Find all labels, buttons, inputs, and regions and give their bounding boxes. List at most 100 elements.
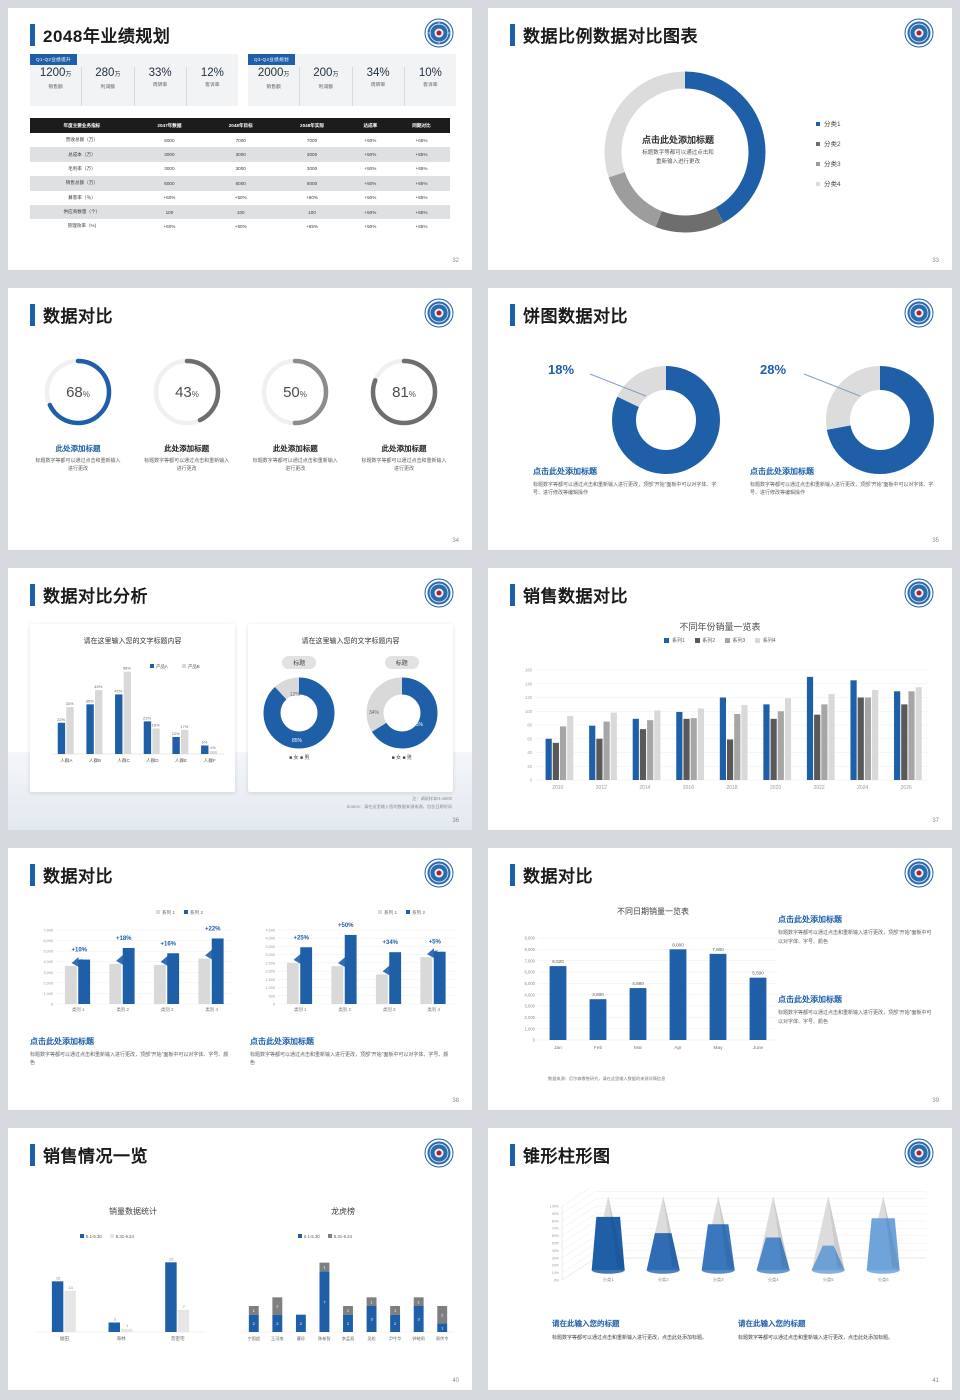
table-row: 营收总额（万） 6000 7000 7000 +50% +65% bbox=[30, 133, 450, 147]
svg-text:500: 500 bbox=[269, 994, 275, 998]
table-cell: 100 bbox=[276, 204, 348, 220]
chart-title: 不同年份销量一览表 bbox=[679, 622, 761, 632]
svg-text:2020: 2020 bbox=[770, 785, 781, 791]
svg-text:钟晓雨: 钟晓雨 bbox=[412, 1335, 425, 1342]
donut-chart-1 bbox=[612, 366, 720, 474]
slide-pie-comparison: 饼图数据对比 18% 点击此处添加标题 标题数字等都可以通过点击和重新输入进行更… bbox=[488, 288, 952, 550]
pie-text-block-1: 点击此处添加标题 标题数字等都可以通过点击和重新输入进行更改，顶部“开始”面板中… bbox=[533, 466, 723, 497]
svg-text:40: 40 bbox=[527, 750, 532, 755]
page-title: 数据比例数据对比图表 bbox=[510, 22, 698, 47]
legend-item: 5.31-6.24 bbox=[327, 1234, 352, 1239]
title-text: 销售情况一览 bbox=[43, 1147, 148, 1166]
page-title: 数据对比 bbox=[510, 862, 593, 887]
gauge-item: 43% 此处添加标题 标题数字等都可以通过点击和重新输入进行更改 bbox=[135, 354, 239, 473]
side-block-1: 点击此处添加标题 标题数字等都可以通过点击和重新输入进行更改，顶部“开始”面板中… bbox=[778, 914, 933, 947]
legend-item-2: 分类3 bbox=[816, 158, 841, 168]
svg-text:6,000: 6,000 bbox=[43, 939, 53, 943]
chart-legend-right: 系列 1 系列 2 bbox=[378, 910, 434, 916]
title-text: 数据对比 bbox=[43, 307, 113, 326]
table-cell: 销售总额（万） bbox=[30, 176, 134, 191]
svg-text:7,000: 7,000 bbox=[525, 958, 536, 963]
svg-text:1,500: 1,500 bbox=[265, 978, 275, 982]
legend-item: 5.1-5.30 bbox=[80, 1234, 102, 1239]
svg-text:20: 20 bbox=[527, 764, 532, 769]
table-cell: +65% bbox=[393, 204, 450, 220]
col-header: 达成率 bbox=[347, 118, 393, 133]
svg-text:2016: 2016 bbox=[683, 785, 694, 791]
svg-text:80%: 80% bbox=[552, 1219, 560, 1223]
title-accent-bar bbox=[510, 23, 515, 46]
donut-label-minor: 12% bbox=[290, 692, 301, 698]
svg-text:4,000: 4,000 bbox=[265, 937, 275, 941]
block-title: 点击此处添加标题 bbox=[250, 1037, 314, 1046]
slide-gauge-comparison: 数据对比 68% 此处添加标题 标题数字等都可以通过点击和重新输入进行更改 43% 此处… bbox=[8, 288, 472, 550]
svg-text:4,000: 4,000 bbox=[43, 960, 53, 964]
table-cell: 供应商数量（个） bbox=[30, 204, 134, 220]
company-emblem-icon bbox=[904, 18, 934, 48]
title-accent-bar bbox=[30, 583, 35, 606]
svg-text:17%: 17% bbox=[180, 724, 188, 729]
svg-text:Feb: Feb bbox=[594, 1045, 603, 1051]
kpi-group-q1q2: Q1-Q2业绩提升 1200万 销售额 280万 利润额 33% 周转率 12%… bbox=[30, 54, 238, 106]
page-number: 39 bbox=[932, 1098, 939, 1104]
svg-text:1: 1 bbox=[253, 1308, 256, 1313]
note-source: Source：请在这里输入您的数据来源来源，包含日期时间 bbox=[346, 804, 452, 809]
donut-center-title: 点击此处添加标题 bbox=[641, 135, 714, 145]
svg-text:1: 1 bbox=[394, 1308, 397, 1313]
legend-item-3: 分类4 bbox=[816, 178, 841, 188]
legend-item: 系列 2 bbox=[184, 910, 203, 915]
title-text: 数据对比分析 bbox=[43, 587, 148, 606]
svg-text:3,500: 3,500 bbox=[265, 945, 275, 949]
svg-text:3,000: 3,000 bbox=[525, 1004, 536, 1009]
svg-text:May: May bbox=[713, 1045, 723, 1051]
svg-text:分类2: 分类2 bbox=[658, 1276, 669, 1283]
table-cell: 6000 bbox=[133, 176, 206, 191]
kpi-cell: 200万 利润额 bbox=[300, 67, 353, 106]
svg-text:60%: 60% bbox=[552, 1234, 560, 1238]
donut-legend: ■ 女 ■ 男 bbox=[289, 755, 310, 761]
svg-text:2022: 2022 bbox=[814, 785, 825, 791]
table-cell: +65% bbox=[306, 223, 318, 229]
table-cell: +65% bbox=[393, 147, 450, 162]
svg-text:+18%: +18% bbox=[116, 936, 132, 942]
kpi-cell: 12% 客诉率 bbox=[187, 67, 238, 106]
svg-text:1,000: 1,000 bbox=[525, 1026, 536, 1031]
table-cell: +50% bbox=[364, 137, 377, 143]
donut-legend: ■ 女 ■ 男 bbox=[391, 755, 412, 761]
svg-text:类别 4: 类别 4 bbox=[206, 1006, 219, 1013]
kpi-unit: 万 bbox=[283, 72, 290, 78]
donut-chart: 34% 65% bbox=[366, 677, 438, 749]
block-desc: 标题数字等都可以通过点击和重新输入进行更改，顶部“开始”面板中可以对字体、字号、… bbox=[533, 482, 717, 496]
svg-text:2: 2 bbox=[253, 1321, 256, 1326]
table-cell: +60% bbox=[163, 223, 176, 229]
slide-sales-by-year: 销售数据对比 不同年份销量一览表 系列1 系列2 系列3 系列4 0 20 40 60 80 1… bbox=[488, 568, 952, 830]
table-cell: +60% bbox=[163, 195, 176, 201]
svg-text:8,000: 8,000 bbox=[672, 942, 684, 947]
svg-text:7: 7 bbox=[323, 1299, 326, 1304]
cone-3d-chart: 0% 10% 20% 30% 40% 50% 60% 70% 80% 90% 100% 分类1 分类2 分… bbox=[550, 1188, 926, 1283]
svg-text:产品B: 产品B bbox=[188, 663, 200, 670]
legend-item: 5.1-5.30 bbox=[298, 1234, 320, 1239]
svg-text:1,000: 1,000 bbox=[43, 992, 53, 996]
svg-text:周传令: 周传令 bbox=[436, 1335, 449, 1342]
table-cell: +65% bbox=[415, 223, 428, 229]
legend-item: 系列3 bbox=[725, 637, 745, 644]
slide-growth-comparison: 数据对比 系列 1 系列 2 系列 1 系列 2 0 1,000 2,000 3,000 4… bbox=[8, 848, 472, 1110]
svg-text:5,000: 5,000 bbox=[525, 981, 536, 986]
kpi-tag: Q3-Q4业绩规划 bbox=[248, 54, 295, 65]
svg-text:43%: 43% bbox=[175, 384, 199, 401]
kpi-value: 34% bbox=[366, 67, 390, 79]
svg-text:2,000: 2,000 bbox=[265, 970, 275, 974]
svg-text:2: 2 bbox=[394, 1321, 397, 1326]
svg-text:6,520: 6,520 bbox=[552, 959, 564, 964]
svg-text:宁国超: 宁国超 bbox=[247, 1335, 260, 1342]
table-cell: 3000 bbox=[164, 166, 175, 172]
gauge-desc: 标题数字等都可以通过点击和重新输入进行更改 bbox=[35, 458, 121, 472]
text-block-right: 点击此处添加标题 标题数字等都可以通过点击和重新输入进行更改，顶部“开始”面板中… bbox=[250, 1036, 450, 1067]
svg-text:50%: 50% bbox=[283, 384, 307, 401]
donut-chart-2 bbox=[826, 366, 934, 474]
legend-item: 系列 2 bbox=[406, 910, 425, 915]
table-cell: +65% bbox=[415, 137, 428, 143]
table-row: 总成本（万） 3000 3000 3000 +50% +65% bbox=[30, 147, 450, 162]
svg-text:3: 3 bbox=[114, 1317, 117, 1322]
